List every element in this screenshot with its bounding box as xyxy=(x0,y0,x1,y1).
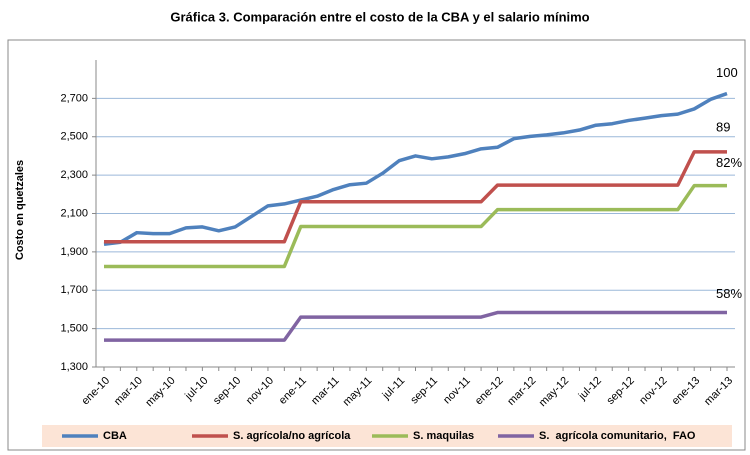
x-tick-label: may-10 xyxy=(143,375,177,409)
x-tick-label: mar-13 xyxy=(702,375,735,408)
x-tick-label: mar-12 xyxy=(505,375,538,408)
x-tick-label: sep-11 xyxy=(408,375,440,407)
legend-label: S. agrícola/no agrícola xyxy=(233,430,351,442)
x-tick-label: jul-10 xyxy=(182,375,210,403)
x-tick-label: ene-12 xyxy=(473,375,506,408)
annotation: 89 xyxy=(716,119,730,134)
x-tick-label: jul-11 xyxy=(380,375,408,403)
x-tick-label: nov-10 xyxy=(244,375,276,407)
legend-label: CBA xyxy=(103,430,127,442)
x-tick-label: nov-11 xyxy=(441,375,473,407)
legend-label: S. maquilas xyxy=(413,430,474,442)
line-series xyxy=(104,150,727,244)
x-tick-label: ene-13 xyxy=(670,375,703,408)
x-tick-label: ene-11 xyxy=(277,375,309,407)
chart-title: Gráfica 3. Comparación entre el costo de… xyxy=(170,9,589,24)
line-series xyxy=(104,183,727,269)
y-tick-label: 2,300 xyxy=(60,169,88,181)
x-tick-label: may-12 xyxy=(537,375,571,409)
line-series xyxy=(103,91,728,246)
chart-border xyxy=(7,39,746,451)
annotation: 58% xyxy=(716,286,742,301)
y-tick-label: 1,300 xyxy=(60,361,88,373)
y-tick-label: 1,700 xyxy=(60,284,88,296)
x-tick-label: sep-10 xyxy=(211,375,243,407)
x-tick-label: sep-12 xyxy=(605,375,637,407)
y-tick-label: 1,500 xyxy=(60,323,88,335)
y-tick-label: 2,100 xyxy=(60,207,88,219)
x-tick-label: may-11 xyxy=(341,375,375,409)
x-tick-label: mar-11 xyxy=(309,375,342,408)
y-tick-label: 2,700 xyxy=(60,92,88,104)
y-tick-label: 1,900 xyxy=(60,246,88,258)
x-tick-label: ene-10 xyxy=(79,375,112,408)
legend-label: S. agrícola comunitario, FAO xyxy=(539,430,696,442)
annotation: 82% xyxy=(716,155,742,170)
y-tick-label: 2,500 xyxy=(60,131,88,143)
line-series xyxy=(104,310,727,342)
x-tick-label: jul-12 xyxy=(576,375,604,403)
y-axis-label: Costo en quetzales xyxy=(14,160,26,260)
x-tick-label: mar-10 xyxy=(112,375,145,408)
annotation: 100 xyxy=(716,65,738,80)
x-tick-label: nov-12 xyxy=(637,375,669,407)
